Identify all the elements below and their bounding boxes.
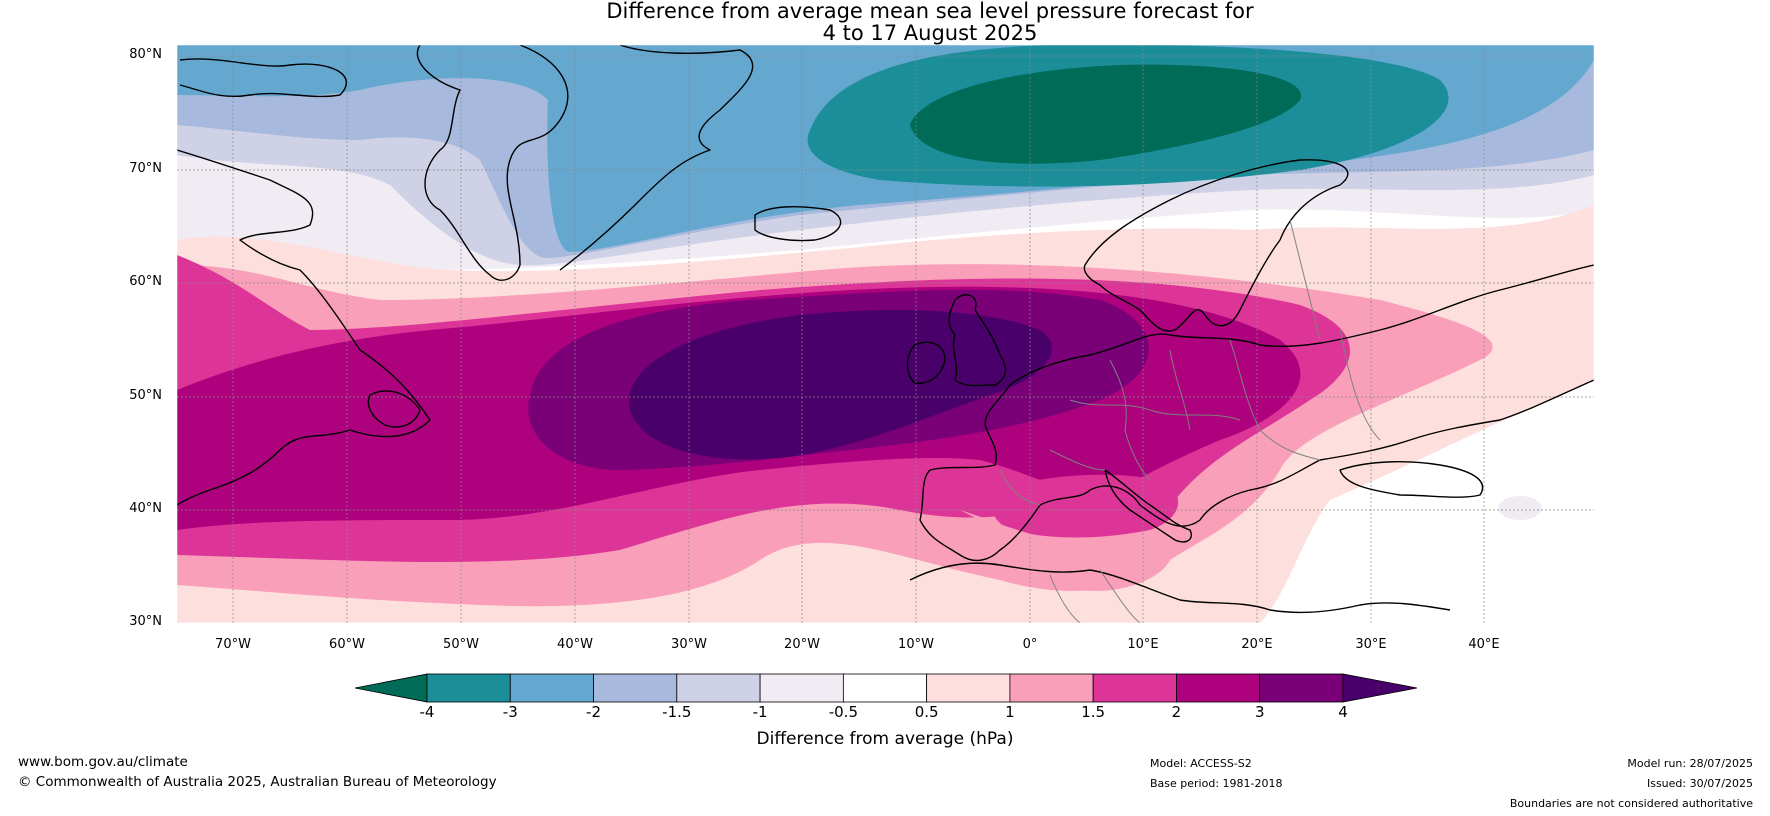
- footer-model: Model: ACCESS-S2: [1150, 757, 1252, 770]
- lon-label-60w: 60°W: [329, 637, 365, 652]
- colorbar-tick-label: 4: [1338, 703, 1348, 721]
- colorbar-extend-low: [354, 673, 428, 703]
- colorbar-segment: [1259, 673, 1344, 703]
- lon-label-10e: 10°E: [1127, 637, 1159, 652]
- colorbar-tick-label: 1: [1005, 703, 1015, 721]
- lon-label-20w: 20°W: [784, 637, 820, 652]
- contour-1.5-med: [991, 474, 1179, 538]
- colorbar-segment: [426, 673, 511, 703]
- colorbar-tick-label: -1: [752, 703, 768, 721]
- contour-4: [628, 310, 1052, 460]
- colorbar-tick-label: 3: [1254, 703, 1265, 721]
- colorbar-extend-high: [1342, 673, 1418, 703]
- north-africa-coast: [909, 562, 1451, 614]
- lon-label-20e: 20°E: [1241, 637, 1273, 652]
- footer-base-period: Base period: 1981-2018: [1150, 777, 1283, 790]
- lat-label-80n: 80°N: [129, 47, 162, 62]
- map-field: [177, 45, 1594, 623]
- colorbar-segment: [676, 673, 761, 703]
- scandinavia-coast: [1083, 159, 1349, 332]
- colorbar-title: Difference from average (hPa): [756, 729, 1014, 749]
- colorbar: [354, 673, 1418, 703]
- colorbar-tick-label: 0.5: [914, 703, 939, 721]
- great-britain-coast: [948, 294, 1007, 387]
- map-title-line2: 4 to 17 August 2025: [822, 21, 1038, 45]
- footer-copyright: © Commonwealth of Australia 2025, Austra…: [18, 774, 497, 790]
- colorbar-segment: [926, 673, 1011, 703]
- footer-disclaimer: Boundaries are not considered authoritat…: [1509, 797, 1753, 810]
- colorbar-segment: [1009, 673, 1094, 703]
- lon-label-70w: 70°W: [215, 637, 251, 652]
- colorbar-segment: [509, 673, 594, 703]
- lon-label-10w: 10°W: [898, 637, 934, 652]
- contour-1-med: [960, 510, 1170, 591]
- colorbar-tick-label: -2: [586, 703, 602, 721]
- lat-label-70n: 70°N: [129, 161, 162, 176]
- ireland-coast: [906, 341, 946, 384]
- footer-model-run: Model run: 28/07/2025: [1627, 757, 1753, 770]
- lon-label-40w: 40°W: [557, 637, 593, 652]
- colorbar-segment: [593, 673, 678, 703]
- lon-label-30w: 30°W: [671, 637, 707, 652]
- colorbar-tick-label: 1.5: [1081, 703, 1106, 721]
- map-title-line1: Difference from average mean sea level p…: [606, 0, 1254, 23]
- canada-arctic-coast: [179, 58, 347, 98]
- canada-coast: [177, 149, 431, 506]
- national-borders: [999, 219, 1381, 623]
- lat-label-60n: 60°N: [129, 274, 162, 289]
- colorbar-tick-label: -0.5: [828, 703, 858, 721]
- iceland-coast: [754, 206, 842, 242]
- footer-issued: Issued: 30/07/2025: [1646, 777, 1753, 790]
- newfoundland-coast: [367, 390, 421, 428]
- lon-label-40e: 40°E: [1468, 637, 1500, 652]
- lat-label-40n: 40°N: [129, 501, 162, 516]
- colorbar-tick-label: 2: [1171, 703, 1182, 721]
- greenland-coast: [416, 45, 754, 281]
- lon-label-50w: 50°W: [443, 637, 479, 652]
- lat-label-30n: 30°N: [129, 614, 162, 629]
- colorbar-tick-label: -4: [419, 703, 435, 721]
- footer-website: www.bom.gov.au/climate: [18, 754, 188, 770]
- lat-label-50n: 50°N: [129, 388, 162, 403]
- colorbar-segment: [1176, 673, 1261, 703]
- map-frame: [176, 44, 1595, 624]
- colorbar-segment: [1092, 673, 1177, 703]
- colorbar-segment: [759, 673, 844, 703]
- coastlines: [177, 45, 1594, 614]
- black-sea-coast: [1339, 461, 1484, 498]
- lon-label-0: 0°: [1022, 637, 1038, 652]
- gridlines: [177, 45, 1594, 623]
- lon-label-30e: 30°E: [1355, 637, 1387, 652]
- colorbar-tick-label: -3: [502, 703, 518, 721]
- italy-coast: [1104, 469, 1192, 543]
- contour-minus-0.5-east: [1498, 496, 1542, 520]
- europe-coast: [919, 264, 1594, 562]
- contour-minus-4: [910, 64, 1302, 164]
- colorbar-tick-label: -1.5: [662, 703, 692, 721]
- colorbar-segment: [842, 673, 928, 703]
